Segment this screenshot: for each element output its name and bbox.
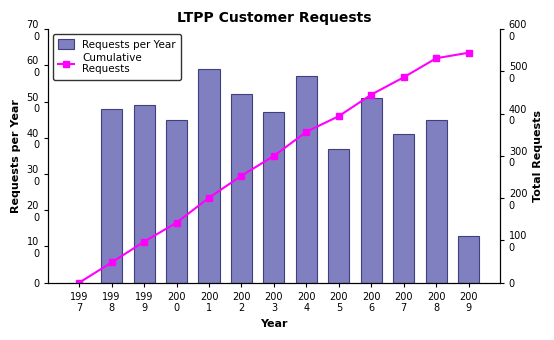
Bar xyxy=(101,109,122,283)
Bar xyxy=(296,76,317,283)
Cumulative
Requests xyxy=(173,221,180,225)
Bar xyxy=(166,120,187,283)
Bar xyxy=(361,98,382,283)
Bar xyxy=(425,120,447,283)
Bar xyxy=(458,236,479,283)
Title: LTPP Customer Requests: LTPP Customer Requests xyxy=(177,11,371,25)
Legend: Requests per Year, Cumulative
Requests: Requests per Year, Cumulative Requests xyxy=(53,34,181,80)
Cumulative
Requests xyxy=(433,56,439,60)
Cumulative
Requests xyxy=(401,75,407,79)
Bar xyxy=(231,94,252,283)
Cumulative
Requests xyxy=(206,196,212,200)
Y-axis label: Total Requests: Total Requests xyxy=(533,110,543,202)
Cumulative
Requests xyxy=(336,114,342,118)
Cumulative
Requests xyxy=(465,51,472,55)
Cumulative
Requests xyxy=(141,240,147,244)
X-axis label: Year: Year xyxy=(260,319,288,329)
Bar xyxy=(329,149,350,283)
Bar xyxy=(263,113,285,283)
Bar xyxy=(393,134,414,283)
Cumulative
Requests xyxy=(108,260,115,265)
Cumulative
Requests xyxy=(76,280,83,285)
Line: Cumulative
Requests: Cumulative Requests xyxy=(76,50,471,286)
Cumulative
Requests xyxy=(238,174,245,178)
Bar xyxy=(134,105,155,283)
Bar xyxy=(198,69,219,283)
Y-axis label: Requests per Year: Requests per Year xyxy=(11,99,21,213)
Cumulative
Requests xyxy=(303,130,310,134)
Cumulative
Requests xyxy=(368,92,375,97)
Cumulative
Requests xyxy=(270,154,277,158)
